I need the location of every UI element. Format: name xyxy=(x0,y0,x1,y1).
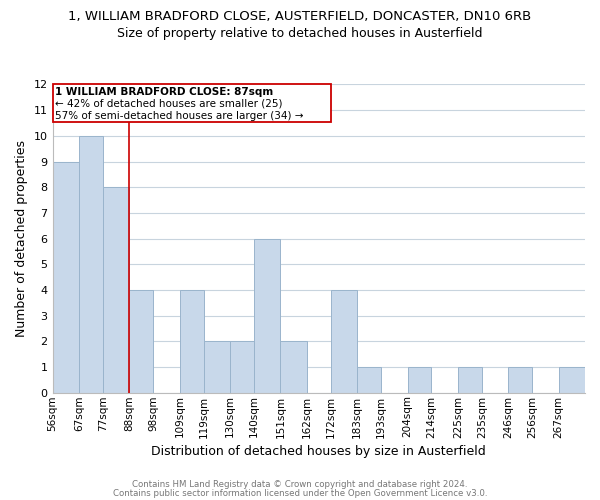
Bar xyxy=(559,367,585,392)
Bar xyxy=(280,342,307,392)
Bar xyxy=(254,238,280,392)
FancyBboxPatch shape xyxy=(53,84,331,122)
Bar xyxy=(179,290,203,392)
Text: Contains HM Land Registry data © Crown copyright and database right 2024.: Contains HM Land Registry data © Crown c… xyxy=(132,480,468,489)
Bar xyxy=(53,162,79,392)
Text: Contains public sector information licensed under the Open Government Licence v3: Contains public sector information licen… xyxy=(113,488,487,498)
Bar xyxy=(458,367,482,392)
X-axis label: Distribution of detached houses by size in Austerfield: Distribution of detached houses by size … xyxy=(151,444,486,458)
Text: Size of property relative to detached houses in Austerfield: Size of property relative to detached ho… xyxy=(117,28,483,40)
Bar xyxy=(129,290,153,392)
Bar xyxy=(508,367,532,392)
Bar xyxy=(331,290,357,392)
Bar xyxy=(407,367,431,392)
Bar xyxy=(203,342,230,392)
Y-axis label: Number of detached properties: Number of detached properties xyxy=(15,140,28,337)
Text: 57% of semi-detached houses are larger (34) →: 57% of semi-detached houses are larger (… xyxy=(55,111,304,121)
Bar xyxy=(230,342,254,392)
Bar xyxy=(79,136,103,392)
Text: ← 42% of detached houses are smaller (25): ← 42% of detached houses are smaller (25… xyxy=(55,98,283,108)
Bar xyxy=(357,367,381,392)
Text: 1 WILLIAM BRADFORD CLOSE: 87sqm: 1 WILLIAM BRADFORD CLOSE: 87sqm xyxy=(55,86,273,97)
Bar xyxy=(103,187,129,392)
Text: 1, WILLIAM BRADFORD CLOSE, AUSTERFIELD, DONCASTER, DN10 6RB: 1, WILLIAM BRADFORD CLOSE, AUSTERFIELD, … xyxy=(68,10,532,23)
